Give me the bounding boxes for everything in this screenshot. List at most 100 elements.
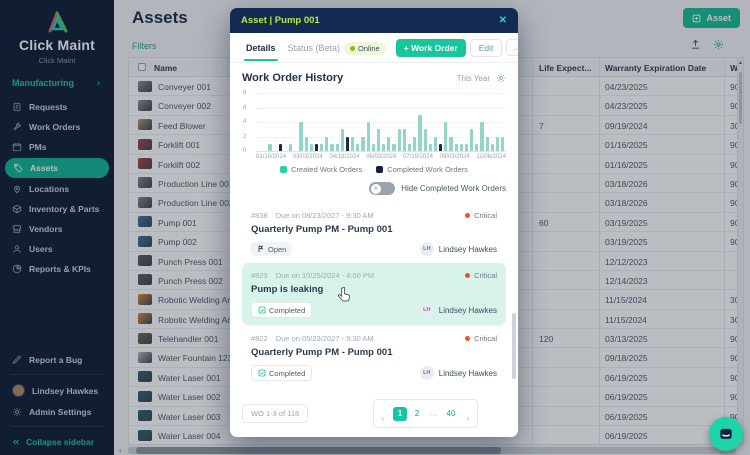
edit-button[interactable]: Edit xyxy=(469,38,503,57)
work-order-id: #822 xyxy=(251,334,268,343)
pagination-page-1[interactable]: 1 xyxy=(393,406,407,421)
sidebar-item-work-orders[interactable]: Work Orders xyxy=(0,117,114,137)
sidebar-item-users[interactable]: Users xyxy=(0,239,114,259)
chart-bar xyxy=(439,93,443,151)
sidebar-item-requests[interactable]: Requests xyxy=(0,97,114,117)
tab-details[interactable]: Details xyxy=(244,34,278,61)
add-asset-button[interactable]: Asset xyxy=(683,8,740,28)
column-divider xyxy=(724,348,725,367)
column-header-name[interactable]: Name xyxy=(154,63,178,73)
legend-swatch-icon xyxy=(376,166,384,173)
column-divider xyxy=(724,115,725,135)
pagination: ‹ 1 2... 40 › xyxy=(373,399,478,428)
modal-scrollbar-thumb[interactable] xyxy=(512,313,516,379)
column-header-warranty-expiration[interactable]: Warranty Expiration Date xyxy=(605,63,707,73)
chart-bar xyxy=(428,93,432,151)
horizontal-scrollbar-thumb[interactable] xyxy=(136,447,501,454)
sidebar-item-assets[interactable]: Assets xyxy=(5,158,109,178)
asset-thumbnail xyxy=(138,80,152,92)
asset-name-cell: Forklift 002 xyxy=(158,159,201,170)
work-order-card[interactable]: #822 Due on 05/23/2027 - 9:30 AM Critical Q… xyxy=(242,325,506,388)
user-menu[interactable]: Lindsey Hawkes xyxy=(0,379,114,402)
asset-thumbnail xyxy=(138,351,152,363)
column-divider xyxy=(532,251,533,270)
chart-y-tick: 0 xyxy=(243,148,247,154)
asset-name-cell: Punch Press 002 xyxy=(158,275,223,286)
table-horizontal-scrollbar[interactable]: ‹ xyxy=(119,446,736,455)
chart-x-axis-labels: 01/18/2024 03/03/2024 04/18/2024 06/03/2024… xyxy=(256,154,506,160)
pagination-page-40[interactable]: 40 xyxy=(446,409,456,418)
chat-widget-button[interactable] xyxy=(709,417,743,451)
pagination-page-2[interactable]: 2 xyxy=(414,409,420,418)
asset-name-cell: Conveyer 001 xyxy=(158,82,211,92)
add-work-order-button[interactable]: + Work Order xyxy=(395,38,466,57)
column-header-wa[interactable]: Wa xyxy=(730,63,742,73)
wa-cell: 90 xyxy=(730,372,740,383)
workspace-selector[interactable]: Manufacturing xyxy=(0,78,114,88)
life-expectancy-cell: 7 xyxy=(539,120,544,131)
scroll-left-arrow-icon[interactable]: ‹ xyxy=(119,446,122,455)
wa-cell: 30 xyxy=(730,314,740,325)
scroll-up-arrow-icon[interactable]: ▲ xyxy=(738,60,743,66)
work-order-card[interactable]: #838 Due on 08/23/2027 - 9:30 AM Critical Q… xyxy=(242,203,506,263)
column-header-life-expectancy[interactable]: Life Expect... xyxy=(539,63,592,73)
column-divider xyxy=(724,232,725,251)
chart-bar xyxy=(382,93,386,151)
column-divider xyxy=(724,309,725,329)
chart-bar xyxy=(490,93,494,151)
chart-bar xyxy=(309,93,313,151)
chart-bar xyxy=(361,93,365,151)
sidebar-item-label: Work Orders xyxy=(29,122,81,132)
wa-cell: 90 xyxy=(730,198,740,209)
chart-settings-gear-icon[interactable] xyxy=(496,73,506,83)
column-divider xyxy=(532,154,533,173)
collapse-sidebar-button[interactable]: Collapse sidebar xyxy=(0,431,114,451)
report-bug-button[interactable]: Report a Bug xyxy=(0,350,114,370)
hide-completed-toggle[interactable]: ✕ xyxy=(369,182,396,195)
sidebar-item-pms[interactable]: PMs xyxy=(0,137,114,157)
sidebar-item-reports-kpis[interactable]: Reports & KPIs xyxy=(0,259,114,279)
chart-bar xyxy=(423,93,427,151)
filters-link[interactable]: Filters xyxy=(132,41,157,51)
priority-dot-icon xyxy=(465,273,471,278)
chart-bar xyxy=(402,93,406,151)
tab-status[interactable]: Status (Beta) Online xyxy=(286,33,388,63)
divider xyxy=(10,426,104,427)
table-settings-gear-icon[interactable] xyxy=(713,39,724,50)
column-divider xyxy=(532,77,533,96)
asset-thumbnail xyxy=(138,158,152,170)
column-divider xyxy=(724,154,725,173)
chart-bar xyxy=(289,93,293,151)
close-icon[interactable]: ✕ xyxy=(498,14,507,26)
warranty-expiration-cell: 01/16/2025 xyxy=(605,159,648,170)
admin-settings-button[interactable]: Admin Settings xyxy=(0,402,114,422)
users-icon xyxy=(12,244,22,254)
asset-thumbnail xyxy=(138,235,152,247)
chart-bar xyxy=(274,93,277,151)
column-divider xyxy=(599,426,600,444)
chart-period-label[interactable]: This Year xyxy=(456,73,490,83)
legend-item-completed-work-orders: Completed Work Orders xyxy=(376,165,468,174)
column-divider xyxy=(724,96,725,115)
column-divider xyxy=(532,193,533,212)
column-divider xyxy=(724,406,725,426)
export-icon[interactable] xyxy=(690,39,701,50)
select-all-checkbox[interactable] xyxy=(138,63,146,71)
pagination-next-button[interactable]: › xyxy=(466,413,470,423)
sidebar-item-inventory-parts[interactable]: Inventory & Parts xyxy=(0,199,114,219)
more-options-button[interactable]: ... xyxy=(506,39,518,56)
user-name: Lindsey Hawkes xyxy=(32,385,99,396)
online-status-badge: Online xyxy=(344,41,386,55)
sidebar-item-vendors[interactable]: Vendors xyxy=(0,219,114,239)
admin-settings-label: Admin Settings xyxy=(29,407,92,417)
chevron-right-icon xyxy=(95,80,102,87)
asset-name-cell: Punch Press 001 xyxy=(158,256,223,267)
work-order-card[interactable]: #823 Due on 10/25/2024 - 4:00 PM Critical P… xyxy=(242,263,506,325)
sidebar-item-locations[interactable]: Locations xyxy=(0,179,114,199)
chart-x-tick: 11/06/2024 xyxy=(476,154,506,160)
sidebar-item-label: Locations xyxy=(29,184,70,194)
chart-y-tick: 4 xyxy=(243,119,247,125)
pagination-prev-button[interactable]: ‹ xyxy=(381,413,385,423)
chart-bar xyxy=(263,93,266,151)
warranty-expiration-cell: 11/15/2024 xyxy=(605,314,647,325)
